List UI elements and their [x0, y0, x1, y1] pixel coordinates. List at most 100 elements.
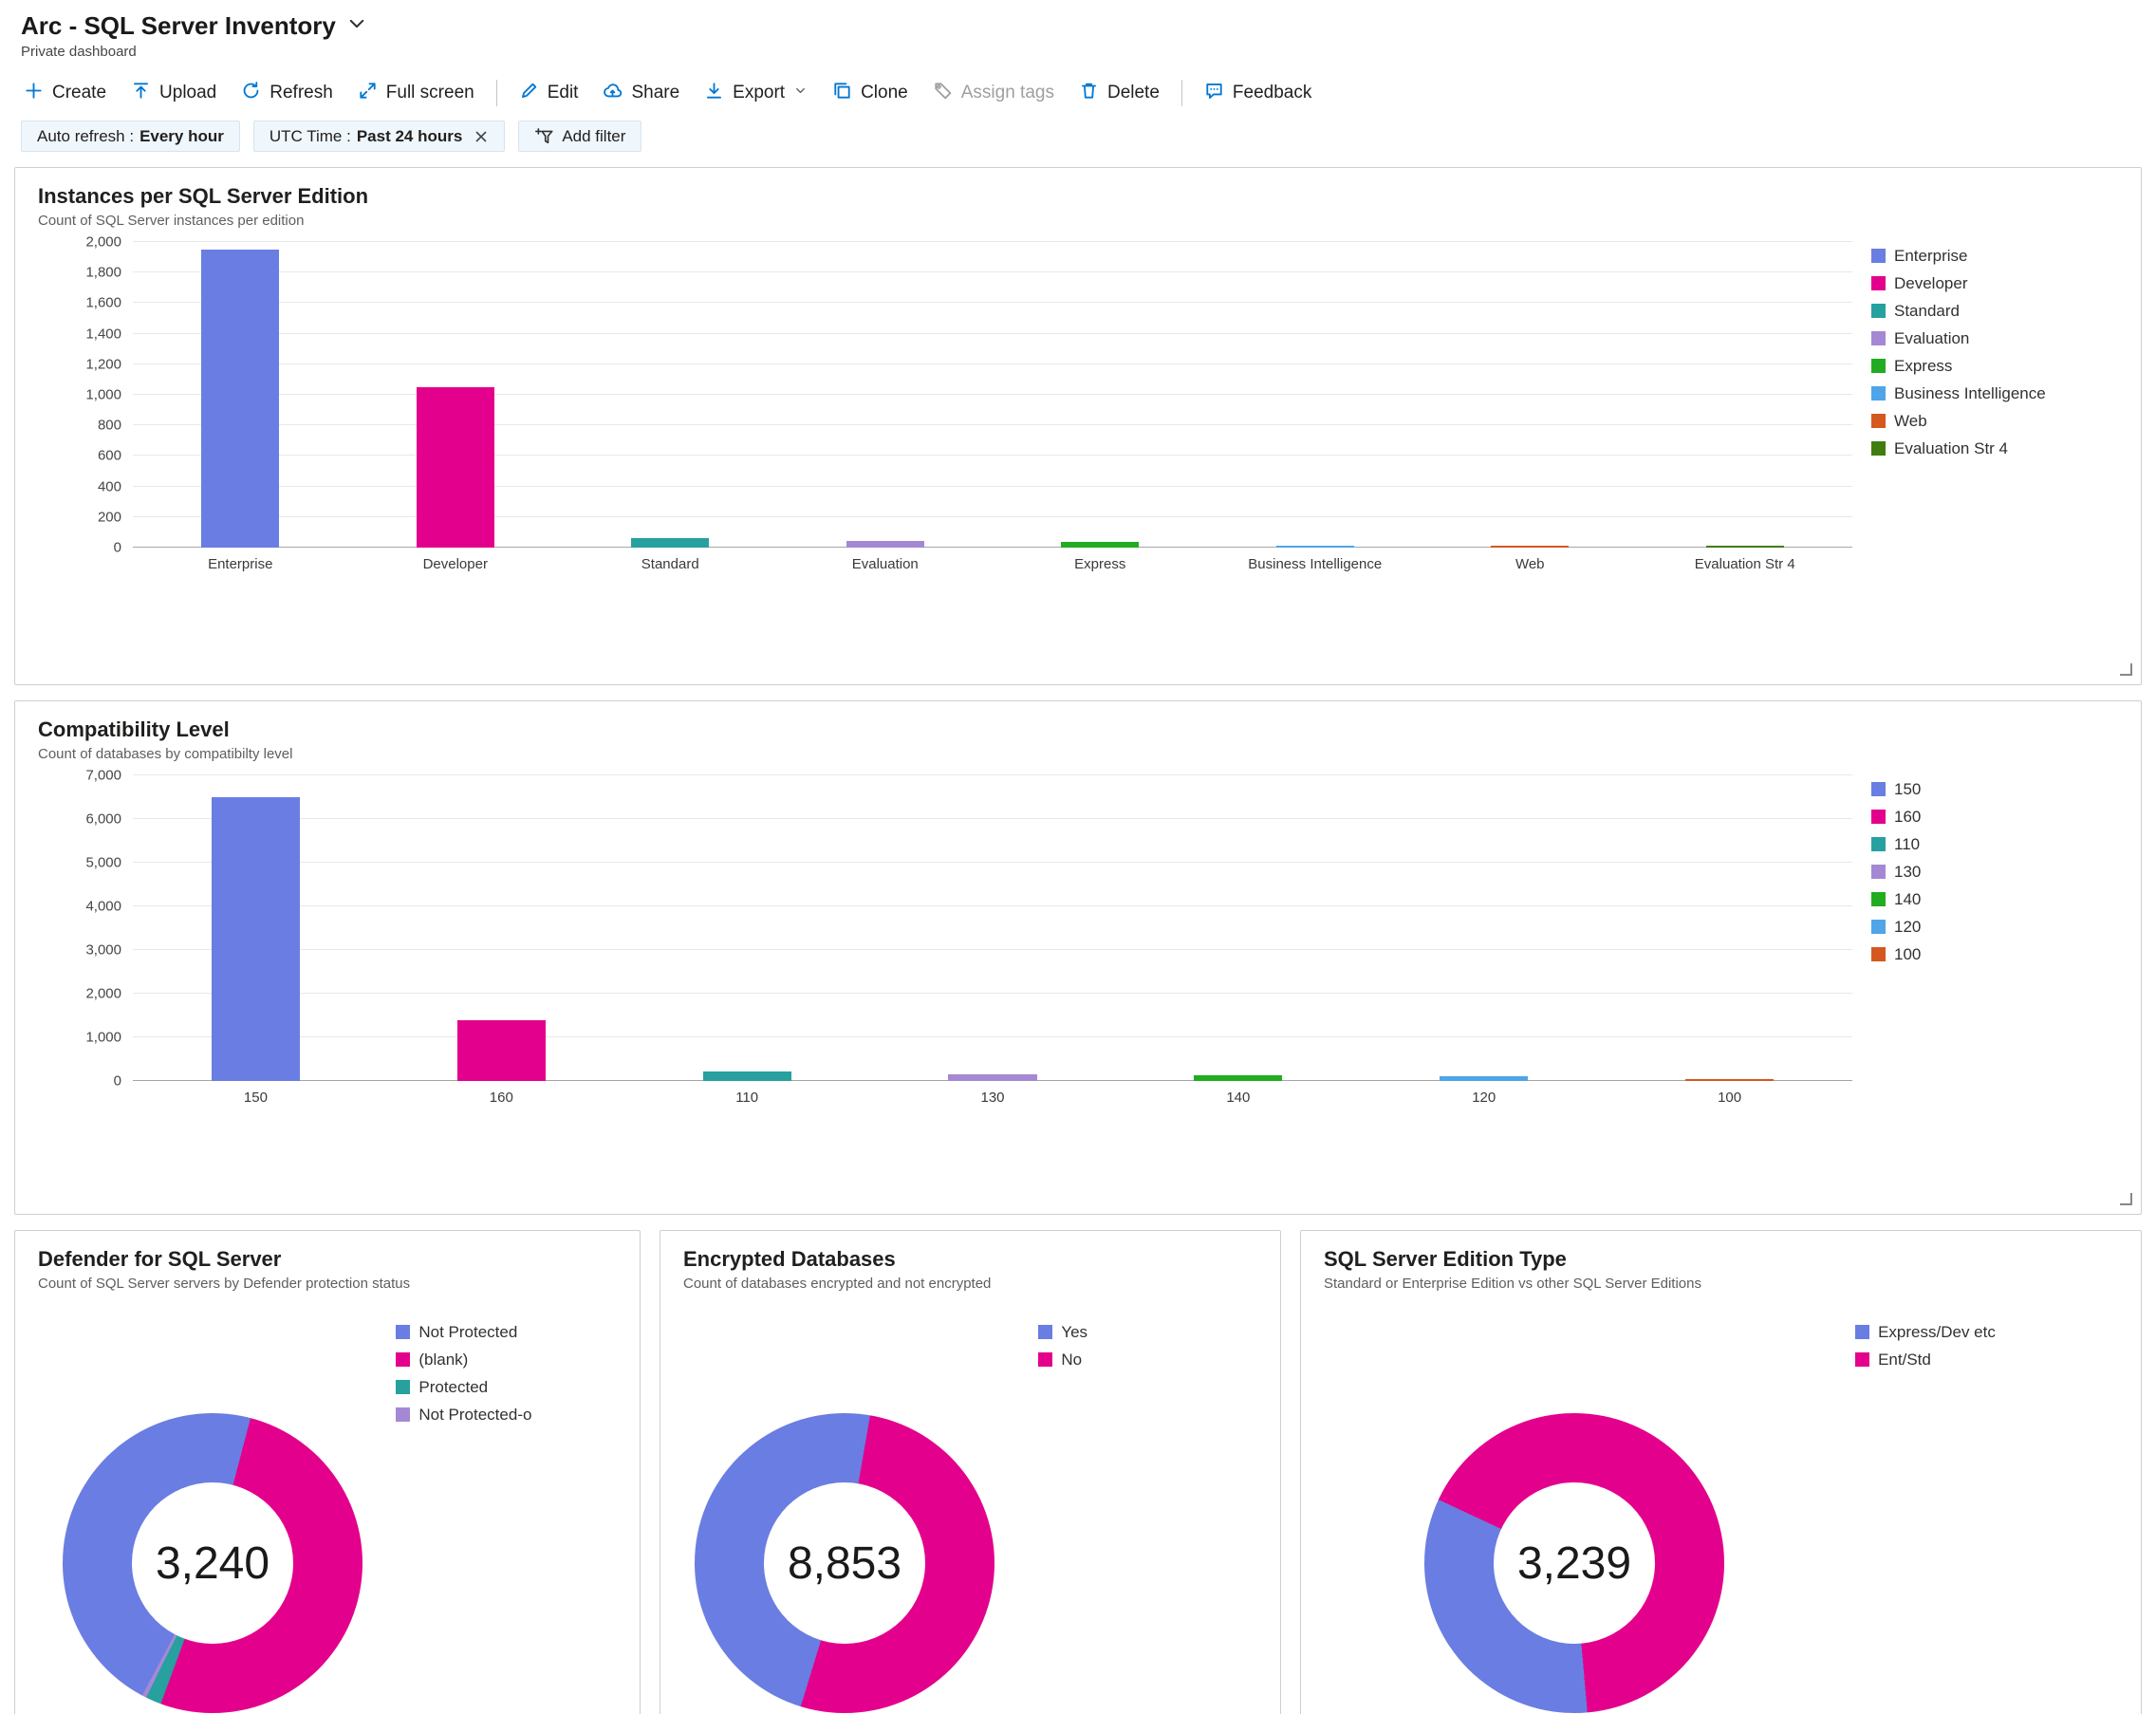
legend-label: Standard	[1894, 301, 1960, 320]
clone-button[interactable]: Clone	[820, 74, 920, 112]
export-button[interactable]: Export	[692, 74, 820, 112]
share-button[interactable]: Share	[590, 74, 692, 112]
edit-button[interactable]: Edit	[507, 74, 591, 112]
tile-title: Instances per SQL Server Edition	[38, 184, 369, 208]
legend-swatch	[1871, 331, 1886, 345]
x-axis-label: Standard	[641, 556, 699, 572]
donut-total: 8,853	[787, 1537, 902, 1589]
legend-item[interactable]: Evaluation Str 4	[1871, 435, 2118, 462]
resize-handle[interactable]	[2120, 663, 2132, 676]
legend-label: Yes	[1061, 1322, 1088, 1341]
tile-title: Compatibility Level	[38, 717, 230, 741]
legend-item[interactable]: Protected	[396, 1373, 531, 1401]
fullscreen-button[interactable]: Full screen	[345, 74, 487, 112]
legend-item[interactable]: Express/Dev etc	[1855, 1318, 1996, 1346]
tile-subtitle: Count of databases encrypted and not enc…	[683, 1276, 992, 1292]
feedback-button[interactable]: Feedback	[1192, 74, 1324, 112]
utc-time-pill[interactable]: UTC Time : Past 24 hours	[252, 121, 506, 152]
bar-Evaluation	[846, 540, 924, 548]
upload-button[interactable]: Upload	[119, 74, 229, 112]
toolbar-divider	[495, 80, 497, 106]
legend-label: Developer	[1894, 273, 1968, 292]
create-button[interactable]: Create	[11, 74, 119, 112]
refresh-button[interactable]: Refresh	[229, 74, 345, 112]
add-filter-pill[interactable]: Add filter	[518, 121, 642, 152]
close-icon[interactable]	[474, 129, 489, 144]
legend-item[interactable]: 100	[1871, 941, 2118, 968]
plot: 0 1,000 2,000 3,000 4,000 5,000 6,000 7,000	[85, 768, 1852, 1090]
legend-item[interactable]: No	[1038, 1346, 1087, 1373]
fullscreen-icon	[358, 81, 378, 106]
encrypted-legend: Yes No	[1038, 1318, 1087, 1373]
legend-item[interactable]: Web	[1871, 407, 2118, 435]
legend-label: Protected	[418, 1377, 489, 1396]
legend-item[interactable]: Not Protected-o	[396, 1401, 531, 1428]
legend-item[interactable]: Business Intelligence	[1871, 380, 2118, 407]
bar-Web	[1491, 546, 1570, 548]
legend-swatch	[1871, 441, 1886, 456]
y-axis-label: 400	[97, 478, 121, 495]
edition-type-donut: 3,239	[1424, 1413, 1724, 1713]
donut-total: 3,239	[1516, 1537, 1632, 1589]
legend-label: 110	[1894, 834, 1921, 853]
gridline	[133, 993, 1852, 994]
legend-swatch	[1871, 249, 1886, 263]
legend-item[interactable]: 120	[1871, 913, 2118, 941]
legend-item[interactable]: Developer	[1871, 270, 2118, 297]
legend-item[interactable]: Enterprise	[1871, 242, 2118, 270]
page-header: Arc - SQL Server Inventory Private dashb…	[0, 0, 2156, 60]
x-axis-label: Developer	[422, 556, 488, 572]
legend-item[interactable]: 110	[1871, 830, 2118, 858]
bar-Standard	[631, 538, 710, 548]
legend-item[interactable]: 140	[1871, 885, 2118, 913]
y-axis-label: 5,000	[85, 854, 121, 871]
chart-plot-area: 0 200 400 600 800 1,000 1,200 1,400 1,600 1,800 2,…	[85, 234, 1852, 572]
refresh-icon	[241, 81, 261, 106]
tile-title: SQL Server Edition Type	[1324, 1247, 1567, 1271]
gridline	[133, 949, 1852, 950]
legend-label: (blank)	[418, 1350, 469, 1369]
tile-subtitle: Count of SQL Server instances per editio…	[38, 213, 305, 229]
donut-center: 3,240	[132, 1482, 293, 1644]
legend-item[interactable]: Evaluation	[1871, 325, 2118, 352]
bar-110	[702, 1071, 791, 1081]
legend-item[interactable]: Not Protected	[396, 1318, 531, 1346]
page-title: Arc - SQL Server Inventory	[21, 11, 336, 40]
legend-item[interactable]: Standard	[1871, 297, 2118, 325]
dashboard-type-label: Private dashboard	[21, 44, 137, 60]
export-icon	[704, 81, 724, 106]
legend-label: Evaluation Str 4	[1894, 438, 2009, 457]
bar-150	[211, 797, 301, 1081]
auto-refresh-pill[interactable]: Auto refresh : Every hour	[21, 121, 240, 152]
resize-handle[interactable]	[2120, 1193, 2132, 1205]
x-axis-label: 110	[735, 1090, 759, 1106]
delete-button[interactable]: Delete	[1067, 74, 1172, 112]
bar-slot	[563, 242, 778, 548]
legend-item[interactable]: 160	[1871, 803, 2118, 830]
legend-item[interactable]: Yes	[1038, 1318, 1087, 1346]
legend-item[interactable]: 150	[1871, 775, 2118, 803]
gridline	[133, 332, 1852, 334]
legend-item[interactable]: 130	[1871, 858, 2118, 885]
bars	[133, 775, 1852, 1081]
y-axis-label: 1,200	[85, 356, 121, 373]
legend-item[interactable]: (blank)	[396, 1346, 531, 1373]
gridline	[133, 424, 1852, 426]
y-axis-label: 800	[97, 417, 121, 434]
gridline	[133, 455, 1852, 456]
gridline	[133, 515, 1852, 517]
bar-Express	[1061, 541, 1140, 548]
chevron-down-icon[interactable]	[347, 14, 366, 38]
compatibility-bar-chart: 0 1,000 2,000 3,000 4,000 5,000 6,000 7,000 150 1…	[15, 762, 2141, 1107]
tile-encrypted-databases: Encrypted Databases Count of databases e…	[660, 1230, 1281, 1714]
edition-type-legend: Express/Dev etc Ent/Std	[1855, 1318, 1996, 1373]
x-axis-label: Express	[1074, 556, 1126, 572]
legend-label: Not Protected-o	[418, 1405, 532, 1424]
legend-item[interactable]: Express	[1871, 352, 2118, 380]
legend-item[interactable]: Ent/Std	[1855, 1346, 1996, 1373]
plot: 0 200 400 600 800 1,000 1,200 1,400 1,600 1,800 2,…	[85, 234, 1852, 556]
y-axis-label: 1,800	[85, 264, 121, 281]
bar-slot	[1422, 242, 1638, 548]
legend-label: 140	[1894, 889, 1922, 908]
legend-swatch	[1871, 920, 1886, 934]
